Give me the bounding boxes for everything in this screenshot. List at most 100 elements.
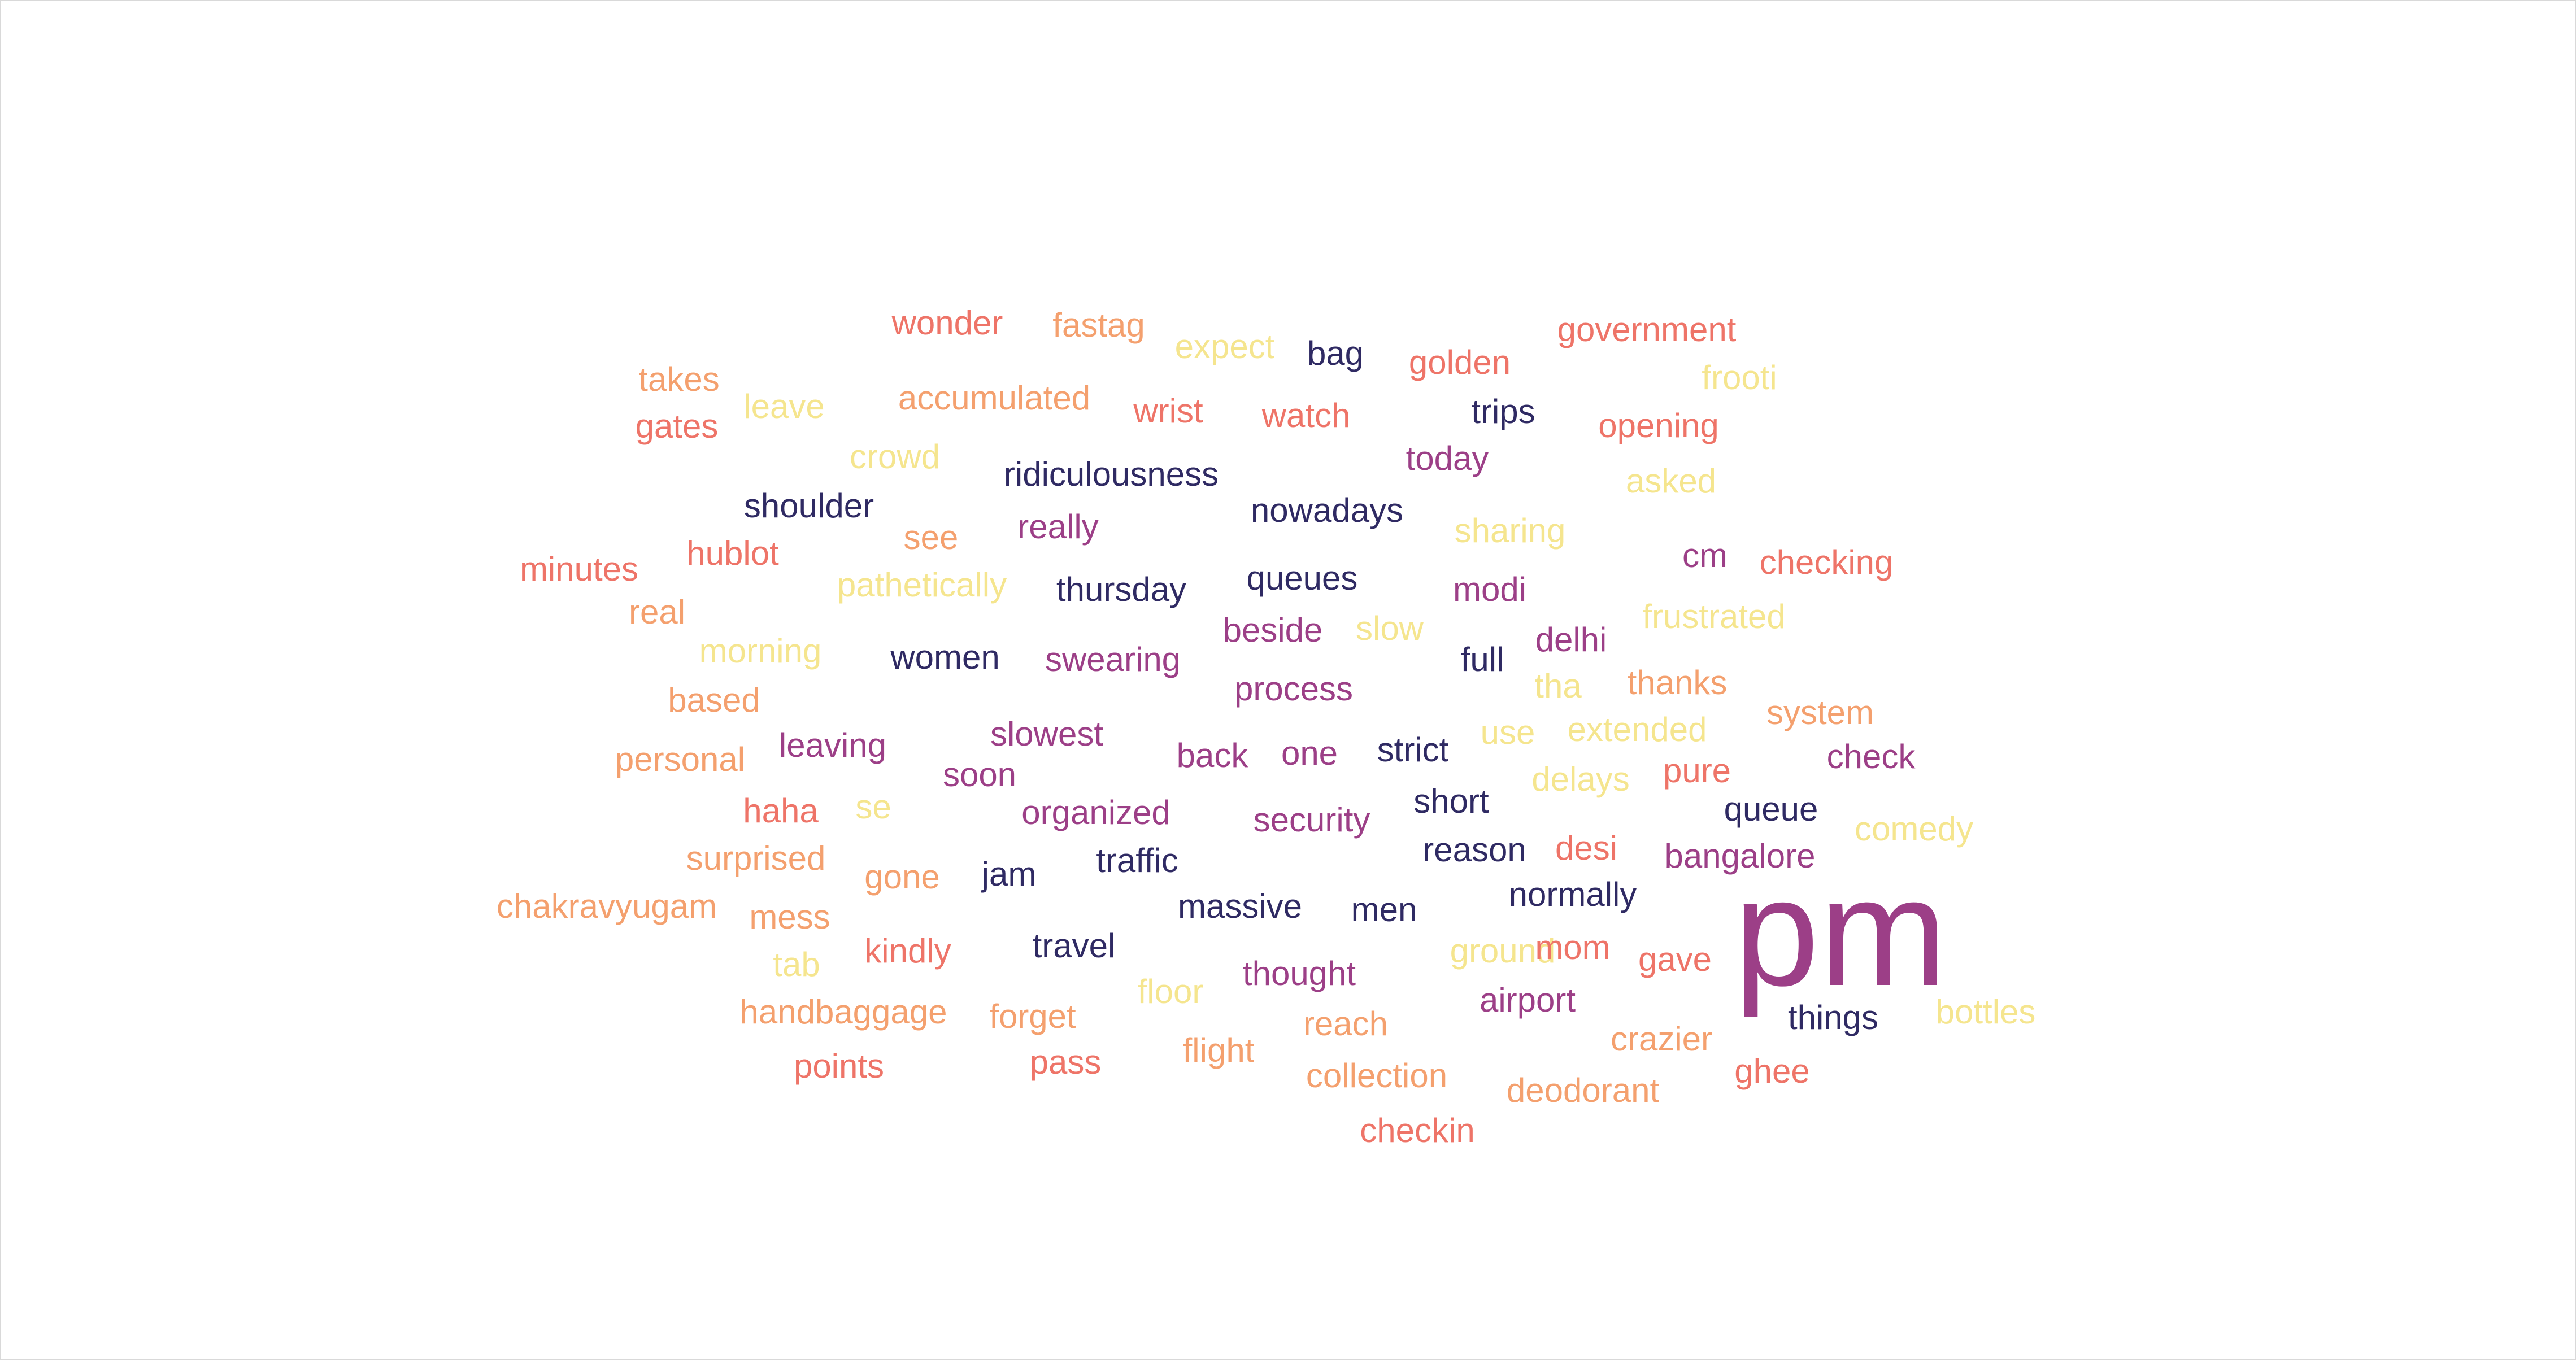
cloud-word: check bbox=[1826, 738, 1916, 775]
cloud-word: organized bbox=[1021, 794, 1170, 831]
cloud-word: soon bbox=[942, 756, 1017, 794]
cloud-word: ground bbox=[1450, 932, 1556, 970]
cloud-word: checkin bbox=[1360, 1111, 1475, 1149]
cloud-word: extended bbox=[1567, 710, 1707, 748]
cloud-word: haha bbox=[743, 792, 819, 830]
cloud-word: gave bbox=[1638, 940, 1712, 978]
cloud-word: asked bbox=[1625, 462, 1717, 500]
cloud-word: fastag bbox=[1052, 306, 1145, 344]
cloud-word: takes bbox=[638, 360, 720, 398]
cloud-word: chakravyugam bbox=[496, 887, 717, 925]
cloud-word: jam bbox=[981, 855, 1037, 893]
cloud-word: see bbox=[903, 518, 959, 556]
cloud-word: crazier bbox=[1610, 1020, 1713, 1058]
cloud-word: bangalore bbox=[1664, 837, 1816, 875]
cloud-word: massive bbox=[1177, 887, 1303, 925]
cloud-word: collection bbox=[1306, 1057, 1448, 1095]
cloud-word: reach bbox=[1303, 1005, 1389, 1043]
cloud-word: slow bbox=[1355, 609, 1424, 647]
cloud-word: process bbox=[1234, 670, 1354, 708]
cloud-word: delays bbox=[1531, 760, 1630, 798]
cloud-word: wonder bbox=[891, 304, 1003, 342]
cloud-word: morning bbox=[699, 632, 822, 670]
cloud-word: mess bbox=[749, 898, 830, 936]
cloud-word: frooti bbox=[1702, 359, 1777, 396]
cloud-word: bottles bbox=[1935, 993, 2036, 1031]
cloud-word: se bbox=[855, 788, 891, 826]
cloud-word: tab bbox=[773, 945, 820, 983]
cloud-word: flight bbox=[1182, 1031, 1255, 1069]
cloud-word: floor bbox=[1137, 973, 1204, 1010]
cloud-word: swearing bbox=[1045, 640, 1181, 678]
cloud-word: golden bbox=[1408, 343, 1511, 381]
cloud-word: accumulated bbox=[898, 379, 1091, 417]
cloud-word: thursday bbox=[1056, 570, 1187, 608]
cloud-word: men bbox=[1351, 891, 1417, 929]
cloud-word: leave bbox=[743, 387, 825, 425]
cloud-word: watch bbox=[1261, 396, 1351, 434]
cloud-word: pass bbox=[1029, 1043, 1102, 1081]
cloud-word: women bbox=[890, 638, 1000, 676]
cloud-word: slowest bbox=[990, 715, 1104, 753]
cloud-word: modi bbox=[1452, 570, 1527, 608]
cloud-word: airport bbox=[1479, 981, 1576, 1019]
cloud-word: gates bbox=[635, 407, 719, 445]
cloud-word: government bbox=[1557, 311, 1737, 348]
cloud-word: tha bbox=[1534, 667, 1582, 705]
cloud-word: ghee bbox=[1734, 1052, 1810, 1090]
cloud-word: expect bbox=[1174, 328, 1275, 365]
cloud-word: one bbox=[1281, 734, 1338, 772]
cloud-word: really bbox=[1017, 508, 1099, 546]
cloud-word: thanks bbox=[1627, 664, 1728, 701]
cloud-word: pure bbox=[1663, 752, 1731, 790]
cloud-word: reason bbox=[1422, 831, 1526, 869]
cloud-word: gone bbox=[864, 858, 940, 896]
cloud-word: mom bbox=[1535, 929, 1611, 966]
cloud-word: pathetically bbox=[837, 566, 1007, 604]
cloud-word: queues bbox=[1246, 559, 1358, 597]
cloud-word: travel bbox=[1032, 927, 1116, 965]
cloud-word: comedy bbox=[1854, 810, 1974, 848]
cloud-word: wrist bbox=[1133, 392, 1203, 430]
cloud-word: forget bbox=[989, 997, 1076, 1035]
cloud-word: security bbox=[1253, 801, 1370, 839]
cloud-word: kindly bbox=[864, 932, 951, 970]
cloud-word: back bbox=[1176, 736, 1248, 774]
cloud-word: system bbox=[1766, 694, 1874, 731]
cloud-word: points bbox=[793, 1047, 885, 1085]
cloud-word: checking bbox=[1759, 543, 1894, 581]
cloud-word: based bbox=[668, 681, 760, 719]
cloud-word: trips bbox=[1471, 393, 1535, 430]
cloud-word: minutes bbox=[519, 550, 639, 588]
cloud-word: strict bbox=[1377, 731, 1449, 769]
cloud-word: things bbox=[1787, 999, 1879, 1036]
cloud-word: beside bbox=[1222, 611, 1323, 649]
word-pm-highlight: pm bbox=[1734, 846, 1947, 1018]
cloud-word: crowd bbox=[849, 438, 941, 476]
cloud-word: nowadays bbox=[1250, 491, 1404, 529]
cloud-word: real bbox=[628, 593, 686, 631]
cloud-word: sharing bbox=[1454, 512, 1566, 550]
cloud-word: handbaggage bbox=[739, 993, 947, 1031]
cloud-word: cm bbox=[1682, 537, 1728, 574]
cloud-word: traffic bbox=[1096, 842, 1178, 879]
cloud-word: queue bbox=[1724, 790, 1818, 828]
cloud-word: frustrated bbox=[1642, 598, 1786, 635]
cloud-word: normally bbox=[1508, 875, 1637, 913]
cloud-word: use bbox=[1480, 713, 1535, 751]
cloud-word: hublot bbox=[686, 534, 779, 572]
cloud-word: delhi bbox=[1535, 621, 1607, 659]
cloud-word: ridiculousness bbox=[1003, 455, 1219, 493]
cloud-word: opening bbox=[1598, 407, 1719, 444]
cloud-word: shoulder bbox=[743, 487, 874, 525]
cloud-word: personal bbox=[615, 740, 746, 778]
cloud-word: surprised bbox=[686, 839, 826, 877]
cloud-word: desi bbox=[1555, 829, 1618, 867]
cloud-word: thought bbox=[1242, 954, 1356, 992]
cloud-word: bag bbox=[1307, 334, 1364, 372]
cloud-word: short bbox=[1413, 782, 1489, 820]
cloud-word: leaving bbox=[778, 726, 887, 764]
cloud-word: deodorant bbox=[1506, 1071, 1660, 1109]
